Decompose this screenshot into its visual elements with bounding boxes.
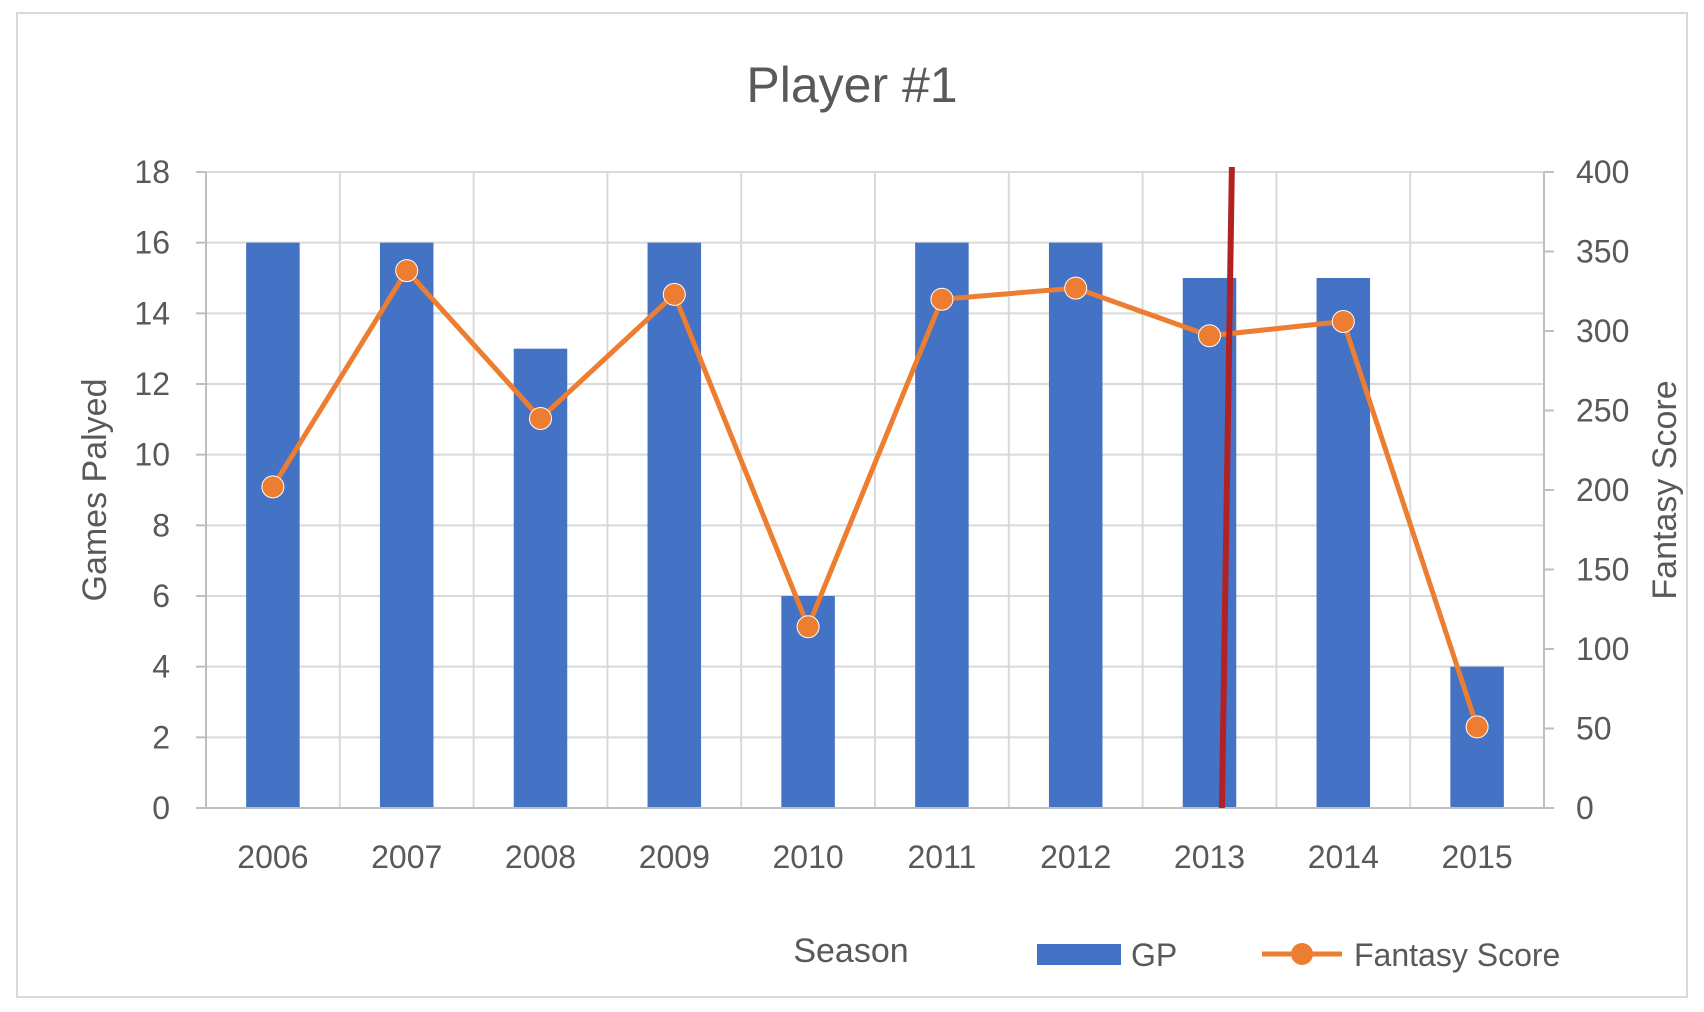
x-tick-label: 2006 [237,839,308,875]
legend: GP Fantasy Score [1037,937,1560,973]
fantasy-score-polyline [270,268,1480,728]
gp-bars [246,242,1504,808]
chart-title: Player #1 [746,57,957,113]
bar-2012 [1048,242,1103,808]
y-tick-label: 0 [152,790,170,826]
left-axis-ticks: 0 2 4 6 8 10 12 14 16 18 [134,154,170,826]
x-tick-label: 2014 [1308,839,1379,875]
annotations [1218,166,1235,809]
y-tick-label: 2 [152,719,170,755]
y-axis-title: Games Palyed [76,379,114,602]
y-tick-label: 12 [134,366,170,402]
bar-2007 [379,242,434,808]
axes [196,171,1554,809]
y2-tick-label: 100 [1576,631,1629,667]
y2-tick-label: 400 [1576,154,1629,190]
y-tick-label: 16 [134,225,170,261]
y2-tick-label: 350 [1576,234,1629,270]
y2-tick-label: 0 [1576,790,1594,826]
x-tick-label: 2009 [639,839,710,875]
x-axis-title: Season [793,932,908,970]
x-tick-label: 2008 [505,839,576,875]
y2-axis-title: Fantasy Score [1646,380,1684,599]
y2-tick-label: 300 [1576,313,1629,349]
y-tick-label: 18 [134,154,170,190]
point-2009 [662,282,686,306]
legend-gp-label: GP [1131,937,1177,973]
point-2007 [395,259,419,283]
x-tick-label: 2013 [1174,839,1245,875]
bar-2011 [915,242,969,808]
fantasy-score-line [261,259,1489,739]
legend-gp-swatch [1037,944,1121,965]
point-2006 [261,475,285,499]
y-tick-label: 14 [134,295,170,331]
legend-fantasy-score-label: Fantasy Score [1354,937,1560,973]
y-tick-label: 10 [134,437,170,473]
right-axis-ticks: 0 50 100 150 200 250 300 350 400 [1576,154,1629,826]
y2-tick-label: 200 [1576,472,1629,508]
y-tick-label: 6 [152,578,170,614]
bar-2014 [1316,278,1371,808]
x-tick-label: 2011 [907,839,976,875]
x-tick-label: 2012 [1040,839,1111,875]
y2-tick-label: 150 [1576,552,1629,588]
legend-fantasy-score-marker [1291,943,1313,965]
y2-tick-label: 50 [1576,711,1612,747]
x-tick-label: 2015 [1442,839,1513,875]
x-axis-ticks: 2006 2007 2008 2009 2010 2011 2012 2013 2014 2015 [237,839,1512,875]
annotation-vertical-line [1218,166,1235,809]
y-tick-label: 8 [152,507,170,543]
point-2012 [1064,276,1088,300]
y-tick-label: 4 [152,649,170,685]
point-2015 [1465,715,1489,739]
point-2014 [1331,309,1355,333]
point-2011 [930,287,954,311]
bar-2009 [647,242,702,808]
x-tick-label: 2010 [773,839,844,875]
point-2013 [1198,324,1221,348]
point-2008 [529,406,552,430]
point-2010 [796,615,820,639]
y2-tick-label: 250 [1576,393,1629,429]
x-tick-label: 2007 [371,839,442,875]
bar-2006 [246,242,300,808]
